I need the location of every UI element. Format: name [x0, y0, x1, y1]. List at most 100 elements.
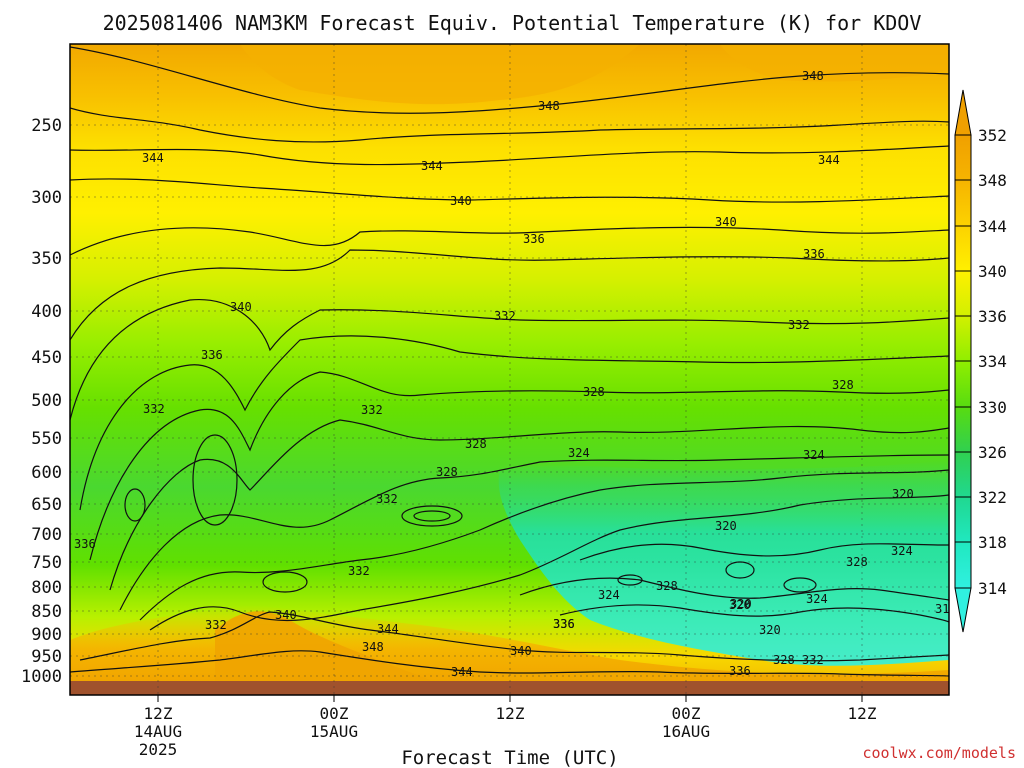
contour-label: 336: [201, 348, 223, 362]
x-axis-label: Forecast Time (UTC): [401, 747, 618, 768]
contour-label: 332: [494, 309, 516, 323]
y-tick-label: 350: [31, 249, 62, 269]
cool-region: [498, 460, 949, 666]
y-tick-label: 700: [31, 525, 62, 545]
contour-label: 328: [846, 555, 868, 569]
contour-label: 324: [598, 588, 620, 602]
y-tick-label: 1000: [21, 667, 62, 687]
contour-label: 340: [510, 644, 532, 658]
contour-label: 332: [348, 564, 370, 578]
x-tick-label: 12Z: [144, 704, 173, 723]
contour-label: 336: [553, 617, 575, 631]
x-axis: 12Z 14AUG 2025 00Z 15AUG 12Z 00Z 16AUG 1…: [134, 695, 877, 768]
y-tick-label: 900: [31, 625, 62, 645]
contour-label: 332: [143, 402, 165, 416]
contour-label: 320: [715, 519, 737, 533]
x-tick-label: 12Z: [848, 704, 877, 723]
contour-label: 324: [806, 592, 828, 606]
contour-label: 344: [142, 151, 164, 165]
contour-label: 344: [421, 159, 443, 173]
contour-label: 328: [832, 378, 854, 392]
contour-labels: 348 348 344 344 344 340 340 336 336 340 …: [74, 69, 957, 679]
contour-label: 332: [361, 403, 383, 417]
contour-label: 344: [818, 153, 840, 167]
colorbar: 352 348 344 340 336 334 330 326 322 318 …: [954, 89, 1007, 633]
warm-core-low: [215, 611, 430, 695]
contour-label: 328: [773, 653, 795, 667]
colorbar-tick-label: 344: [978, 217, 1007, 236]
credit-text: coolwx.com/models: [862, 744, 1016, 762]
x-tick-label: 15AUG: [310, 722, 358, 741]
contour-label: 340: [715, 215, 737, 229]
y-tick-label: 300: [31, 188, 62, 208]
y-tick-label: 250: [31, 116, 62, 136]
contour-label: 320: [892, 487, 914, 501]
y-axis: 250 300 350 400 450 500 550 600 650 700 …: [21, 116, 62, 687]
y-tick-label: 650: [31, 495, 62, 515]
contour-label: 336: [74, 537, 96, 551]
contour-label: 328: [465, 437, 487, 451]
y-tick-label: 550: [31, 429, 62, 449]
y-tick-label: 800: [31, 578, 62, 598]
contour-label: 340: [450, 194, 472, 208]
warm-pocket-upper: [240, 44, 640, 105]
y-tick-label: 600: [31, 463, 62, 483]
colorbar-ticks: [955, 134, 971, 543]
contour-label: 328: [583, 385, 605, 399]
contours: [70, 46, 949, 677]
colorbar-tick-label: 336: [978, 307, 1007, 326]
contour-label: 344: [451, 665, 473, 679]
contour-label: 336: [803, 247, 825, 261]
colorbar-bottom-arrow: [954, 587, 972, 633]
contour-label: 344: [377, 622, 399, 636]
contour-label: 324: [803, 448, 825, 462]
grid: [70, 44, 949, 695]
colorbar-top-arrow: [954, 89, 972, 136]
contour-label: 348: [538, 99, 560, 113]
y-tick-label: 450: [31, 348, 62, 368]
contour-label: 348: [802, 69, 824, 83]
colorbar-tick-label: 322: [978, 488, 1007, 507]
x-tick-label: 14AUG: [134, 722, 182, 741]
colorbar-tick-label: 340: [978, 262, 1007, 281]
contour-label: 320: [729, 598, 751, 612]
y-tick-label: 500: [31, 391, 62, 411]
contour-label: 324: [568, 446, 590, 460]
contour-label: 324: [891, 544, 913, 558]
colorbar-tick-label: 330: [978, 398, 1007, 417]
contour-label: 340: [275, 608, 297, 622]
x-tick-label: 00Z: [672, 704, 701, 723]
colorbar-tick-label: 318: [978, 533, 1007, 552]
contour-label: 336: [729, 664, 751, 678]
colorbar-tick-label: 326: [978, 443, 1007, 462]
contour-label: 332: [788, 318, 810, 332]
y-tick-label: 400: [31, 302, 62, 322]
contour-label: 320: [730, 597, 752, 611]
contour-label: 328: [436, 465, 458, 479]
contour-label: 332: [205, 618, 227, 632]
y-tick-label: 850: [31, 602, 62, 622]
x-tick-label: 16AUG: [662, 722, 710, 741]
y-tick-label: 950: [31, 647, 62, 667]
contour-label: 328: [656, 579, 678, 593]
contour-label: 332: [376, 492, 398, 506]
contour-label: 340: [230, 300, 252, 314]
contour-label: 316: [935, 602, 957, 616]
contour-label: 332: [802, 653, 824, 667]
x-tick-label: 2025: [139, 740, 178, 759]
chart-title: 2025081406 NAM3KM Forecast Equiv. Potent…: [103, 11, 922, 35]
colorbar-tick-label: 352: [978, 126, 1007, 145]
x-tick-label: 12Z: [496, 704, 525, 723]
contour-label: 348: [362, 640, 384, 654]
colorbar-tick-label: 348: [978, 171, 1007, 190]
y-tick-label: 750: [31, 553, 62, 573]
contour-label: 336: [523, 232, 545, 246]
ground-strip: [70, 681, 949, 695]
colorbar-tick-label: 334: [978, 352, 1007, 371]
plot-area: 348 348 344 344 344 340 340 336 336 340 …: [70, 44, 957, 695]
contour-label: 336: [553, 617, 575, 631]
colorbar-tick-label: 314: [978, 579, 1007, 598]
x-tick-label: 00Z: [320, 704, 349, 723]
contour-label: 320: [759, 623, 781, 637]
